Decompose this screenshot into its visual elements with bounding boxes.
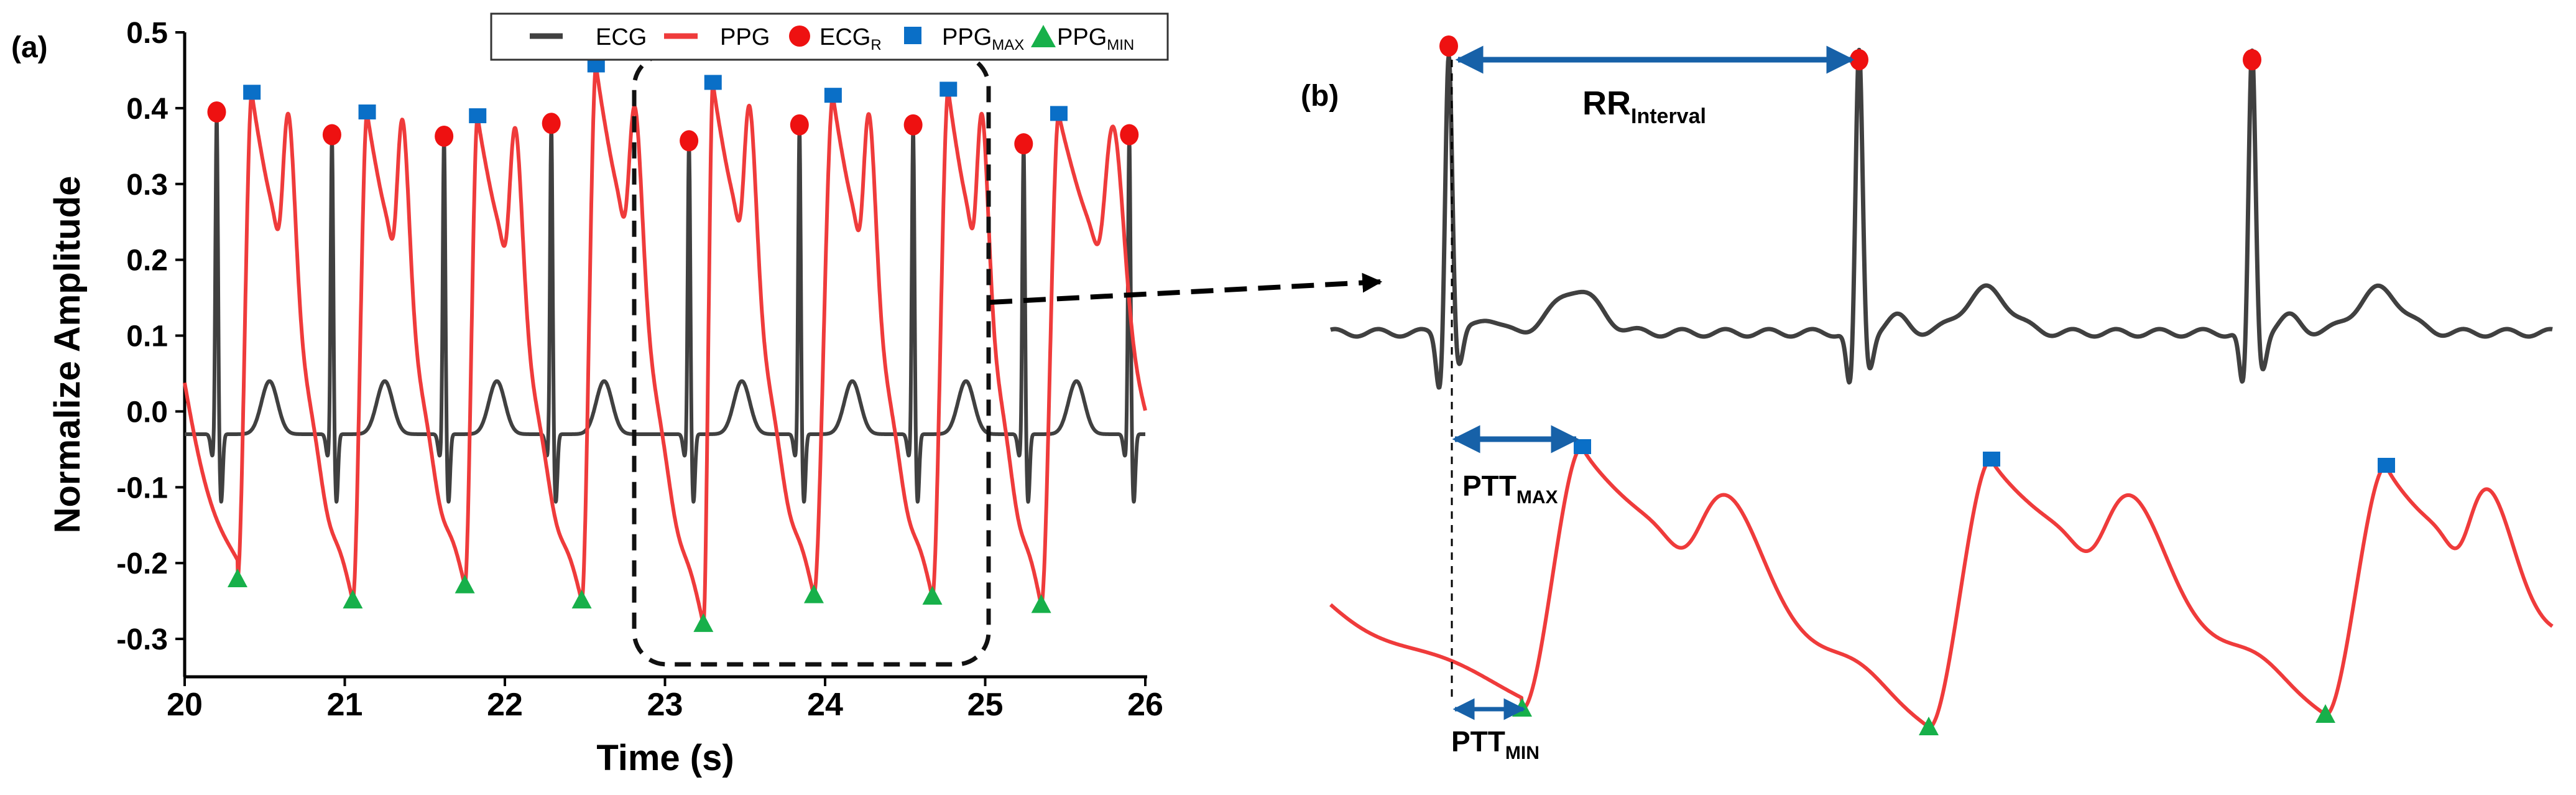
legend-ppg-min-label: PPGMIN [1057,24,1134,53]
x-tick-label: 21 [327,687,363,723]
y-tick-label: 0.2 [126,244,168,277]
legend-ppg-max-marker [904,27,921,44]
legend-box [490,12,1169,61]
ppg-zoom-trace [1329,445,2554,730]
ptt-max-label: PTTMAX [1462,470,1558,508]
ecg-r-marker [207,101,226,123]
x-axis-label: Time (s) [596,738,734,778]
ppg-min-marker [227,568,247,587]
panel-b-detail: RRInterval PTTMAX PTTMIN [1329,35,2554,763]
ecg-r-marker-zoom [1850,49,1868,70]
ppg-max-marker-zoom [1574,439,1591,454]
x-tick-label: 23 [647,687,683,723]
ppg-min-marker-zoom [1919,717,1939,735]
legend-ecg-label: ECG [596,24,647,50]
y-tick-label: -0.1 [116,472,168,504]
panel-b-traces [1329,47,2554,730]
y-tick-label: -0.3 [116,623,168,656]
ppg-max-marker [704,75,722,90]
ppg-max-marker [358,104,376,119]
legend-ecg-r-label: ECGR [819,24,882,53]
legend-ecg-r-marker [789,26,810,47]
y-axis-label: Normalize Amplitude [47,176,88,534]
ppg-max-marker-zoom [2378,458,2395,473]
y-tick-label: 0.4 [126,93,168,126]
trace-layer [183,63,1147,627]
ecg-r-marker [680,130,699,152]
x-tick-label: 25 [967,687,1004,723]
marker-layer [207,57,1139,632]
legend-ppg-max-label: PPGMAX [942,24,1024,53]
ptt-min-label: PTTMIN [1451,725,1540,763]
y-ticks: 0.5 0.4 0.3 0.2 0.1 0.0 -0.1 -0.2 -0.3 [116,17,185,656]
ppg-min-marker-zoom [2315,704,2335,723]
ppg-max-marker [243,85,261,100]
panel-b-markers [1439,35,2395,735]
x-tick-label: 22 [487,687,523,723]
y-tick-label: 0.5 [126,17,168,50]
ecg-r-marker-zoom [1439,35,1458,57]
ppg-min-marker [1031,594,1051,613]
ppg-max-marker [469,108,487,124]
y-tick-label: 0.1 [126,320,168,353]
ecg-zoom-trace [1329,47,2554,390]
ecg-r-marker [542,113,561,134]
ppg-min-marker [693,613,714,632]
y-tick-label: -0.2 [116,547,168,580]
ecg-r-marker [435,125,454,147]
ppg-max-marker [939,81,958,97]
legend-ppg-min-marker [1031,25,1056,47]
x-tick-label: 24 [807,687,843,723]
ppg-max-marker-zoom [1983,452,2000,467]
ppg-max-marker [824,88,842,103]
ppg-min-marker [455,574,475,593]
x-ticks: 20 21 22 23 24 25 26 [167,677,1163,723]
y-tick-label: 0.3 [126,169,168,202]
ecg-r-marker [1120,124,1139,146]
ppg-min-marker [803,584,824,603]
ecg-r-marker [903,114,923,136]
ppg-min-marker [343,590,363,609]
ppg-max-marker [1050,106,1068,121]
legend-ppg-label: PPG [720,24,770,50]
panel-a-label: (a) [11,31,48,64]
ecg-r-marker [1014,133,1033,155]
legend: ECG PPG ECGR PPGMAX PPGMIN [490,12,1169,61]
x-tick-label: 26 [1127,687,1163,723]
ecg-r-marker [790,114,809,136]
y-tick-label: 0.0 [126,396,168,429]
ppg-min-marker [571,590,592,609]
ppg-min-marker [922,586,943,605]
ppg-trace [183,63,1147,627]
rr-interval-label: RRInterval [1582,85,1706,128]
x-tick-label: 20 [167,687,203,723]
panel-a-chart: 0.50.40.30.20.10.0-0.1-0.2-0.3 20 21 22 23 2… [47,17,1163,778]
panel-b-label: (b) [1301,80,1339,113]
ecg-r-marker [322,124,341,146]
ecg-r-marker-zoom [2243,49,2261,70]
zoom-connector-arrow [989,272,1383,305]
ecg-trace [183,114,1147,504]
